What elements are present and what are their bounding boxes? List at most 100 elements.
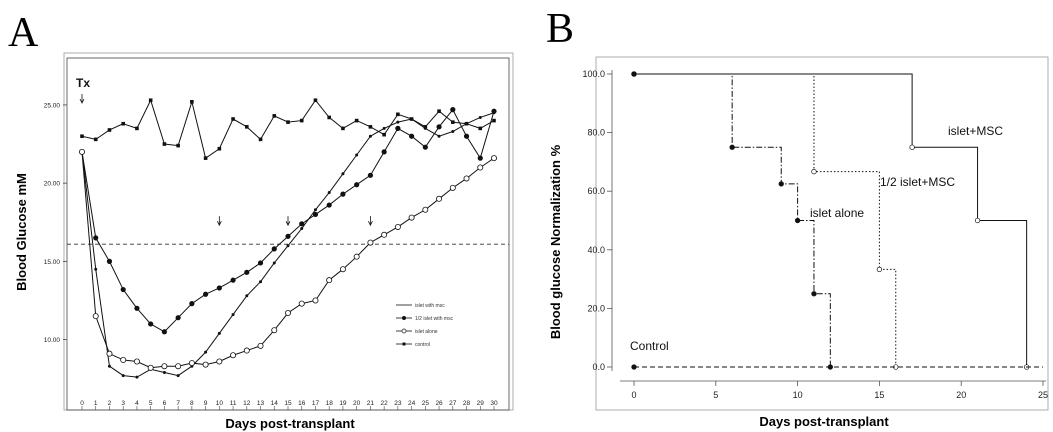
data-point	[451, 120, 455, 124]
data-point	[299, 118, 304, 123]
data-point	[161, 363, 168, 370]
tx-label: Tx	[76, 76, 90, 90]
data-point	[202, 361, 209, 368]
panel-a-y-axis-title: Blood Glucose mM	[14, 173, 29, 291]
data-point	[203, 291, 209, 297]
data-point	[175, 363, 182, 370]
data-point	[93, 137, 98, 142]
data-point	[394, 223, 401, 230]
arrow-head-icon	[79, 98, 85, 104]
data-point	[120, 356, 127, 363]
data-point	[135, 126, 139, 131]
data-point	[422, 206, 429, 213]
data-point	[121, 121, 125, 126]
data-point	[811, 168, 817, 175]
data-point	[327, 115, 331, 120]
data-point	[147, 364, 154, 371]
data-point	[339, 266, 346, 273]
data-point	[491, 108, 497, 114]
data-point	[423, 125, 428, 129]
data-point	[492, 118, 496, 123]
data-point	[326, 277, 333, 284]
y-tick-label: 80.0	[587, 128, 605, 138]
data-point	[367, 239, 374, 246]
data-point	[382, 126, 386, 130]
data-point	[382, 132, 386, 137]
x-tick-label: 1	[94, 400, 98, 407]
data-point	[107, 364, 111, 368]
step-line	[634, 73, 1028, 367]
data-point	[190, 100, 194, 104]
data-point	[133, 358, 140, 365]
data-point	[381, 231, 388, 238]
x-tick-label: 26	[435, 400, 443, 407]
data-point	[135, 375, 139, 379]
x-tick-label: 22	[381, 400, 389, 407]
data-point	[272, 261, 276, 265]
data-point	[478, 126, 483, 131]
data-point	[811, 291, 817, 297]
x-tick-label: 20	[353, 400, 361, 407]
data-point	[477, 155, 483, 161]
y-tick-label: 100.0	[582, 69, 605, 79]
y-tick-label: 0.0	[592, 362, 605, 372]
data-point	[259, 280, 263, 284]
legend-marker	[402, 342, 406, 346]
x-tick-label: 25	[422, 400, 430, 407]
x-tick-label: 9	[204, 400, 208, 407]
x-tick-label: 4	[135, 400, 139, 407]
panel-a-legend: islet with msc 1/2 islet with msc islet al…	[396, 303, 454, 348]
data-point	[80, 134, 84, 139]
data-point	[436, 124, 442, 130]
x-tick-label: 15	[874, 390, 884, 400]
data-point	[162, 142, 167, 146]
data-point	[778, 181, 784, 187]
data-point	[245, 294, 249, 298]
x-tick-label: 21	[367, 400, 375, 407]
x-tick-label: 18	[326, 400, 334, 407]
data-point	[106, 350, 113, 357]
data-point	[396, 112, 400, 117]
legend-label: control	[415, 342, 430, 348]
y-tick-label: 40.0	[587, 245, 605, 255]
panel-a-frame	[63, 52, 514, 411]
data-point	[408, 214, 415, 221]
x-tick-label: 17	[312, 400, 320, 407]
x-tick-label: 27	[449, 400, 457, 407]
data-point	[355, 153, 359, 157]
x-tick-label: 14	[271, 400, 279, 407]
x-tick-label: 30	[490, 400, 498, 407]
data-point	[162, 370, 166, 374]
data-point	[93, 235, 99, 241]
data-point	[92, 313, 99, 320]
data-point	[175, 315, 181, 321]
data-point	[396, 120, 400, 124]
data-point	[354, 182, 360, 188]
data-point	[353, 253, 360, 260]
arrow-head-icon	[368, 220, 373, 227]
series-label: islet+MSC	[948, 124, 1003, 138]
data-point	[176, 143, 180, 148]
data-point	[231, 313, 235, 317]
data-point	[245, 125, 249, 129]
data-point	[176, 374, 180, 378]
data-point	[449, 184, 456, 191]
legend-label: 1/2 islet with msc	[415, 316, 454, 322]
data-point	[217, 331, 221, 335]
x-tick-label: 0	[631, 390, 636, 400]
data-point	[478, 115, 482, 119]
data-point	[381, 149, 387, 155]
data-point	[463, 133, 470, 139]
x-tick-label: 20	[956, 390, 966, 400]
series-label: Control	[630, 339, 669, 353]
data-point	[326, 202, 332, 208]
data-point	[188, 360, 195, 367]
legend-label: islet alone	[415, 329, 438, 335]
series-label: 1/2 islet+MSC	[880, 175, 955, 189]
data-point	[729, 144, 735, 150]
data-point	[794, 217, 801, 224]
legend-marker	[401, 328, 407, 334]
x-tick-label: 13	[257, 400, 265, 407]
data-point	[107, 128, 112, 132]
